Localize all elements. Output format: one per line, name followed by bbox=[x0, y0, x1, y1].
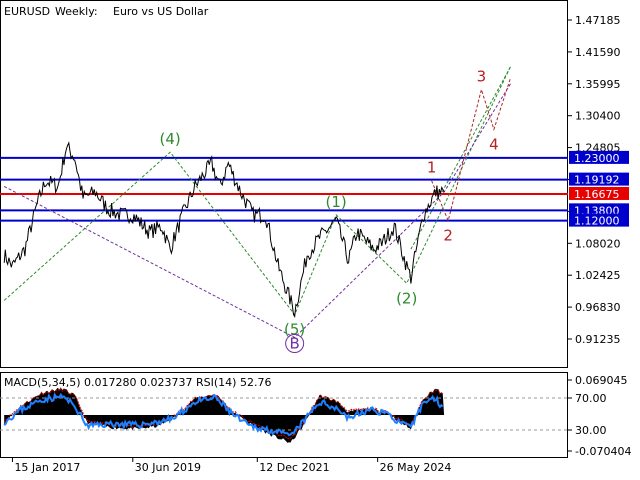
level-tag-label: 1.23000 bbox=[574, 152, 620, 165]
level-tag-box bbox=[569, 172, 629, 186]
y-tick-label: 1.41590 bbox=[575, 46, 621, 59]
purple-wave-line bbox=[3, 83, 511, 339]
level-tag-box bbox=[569, 203, 629, 217]
wave-label: (5) bbox=[284, 321, 305, 339]
x-tick-label: 30 Jun 2019 bbox=[135, 461, 201, 474]
y-tick-label: 1.02425 bbox=[575, 269, 621, 282]
wave-labels: (4) (5) (1) (2) B 1 2 3 4 bbox=[160, 67, 499, 353]
y-tick-label: 1.35995 bbox=[575, 78, 621, 91]
level-tag-box bbox=[569, 213, 629, 227]
main-panel-frame bbox=[0, 0, 568, 368]
x-tick-label: 12 Dec 2021 bbox=[259, 461, 329, 474]
level-tag-label: 1.16675 bbox=[574, 188, 620, 201]
wave-lines bbox=[3, 66, 511, 339]
y-tick-label: 1.47185 bbox=[575, 14, 621, 27]
wave-label-circle bbox=[285, 333, 305, 353]
wave-label: B bbox=[290, 334, 300, 352]
indicator-y-axis: 0.069045 70.00 30.00 -0.070404 bbox=[568, 374, 631, 458]
y-tick-label: 0.96830 bbox=[575, 301, 621, 314]
chart-description: Euro vs US Dollar bbox=[113, 5, 209, 18]
price-series bbox=[3, 141, 445, 318]
indicator-tick-label: -0.070404 bbox=[575, 445, 631, 458]
y-tick-label: 0.91235 bbox=[575, 333, 621, 346]
rsi-line bbox=[3, 392, 444, 437]
indicator-tick-label: 30.00 bbox=[575, 424, 607, 437]
y-tick-label: 1.30400 bbox=[575, 110, 621, 123]
indicator-tick-label: 0.069045 bbox=[575, 374, 628, 387]
level-lines bbox=[0, 156, 568, 222]
y-tick-label: 1.08020 bbox=[575, 237, 621, 250]
level-tag-label: 1.12000 bbox=[574, 215, 620, 228]
level-tag-label: 1.19192 bbox=[574, 174, 620, 187]
level-tag-box bbox=[569, 186, 629, 200]
green-wave-line bbox=[3, 66, 511, 316]
indicator-legend: MACD(5,34,5) 0.017280 0.023737 RSI(14) 5… bbox=[4, 376, 271, 389]
chart-timeframe: Weekly: bbox=[55, 5, 98, 18]
wave-label: 3 bbox=[477, 67, 487, 85]
indicator-tick-label: 70.00 bbox=[575, 392, 607, 405]
wave-label: 2 bbox=[443, 227, 453, 245]
chart-symbol: EURUSD bbox=[4, 5, 50, 18]
x-tick-label: 26 May 2024 bbox=[380, 461, 452, 474]
time-x-axis: 15 Jan 2017 30 Jun 2019 12 Dec 2021 26 May … bbox=[11, 458, 452, 474]
indicator-panel-frame bbox=[0, 372, 568, 458]
wave-label: 1 bbox=[427, 159, 437, 177]
wave-label: 4 bbox=[489, 135, 499, 153]
price-line bbox=[3, 141, 445, 318]
level-tag-box bbox=[569, 150, 629, 164]
x-tick-label: 15 Jan 2017 bbox=[14, 461, 80, 474]
indicator-series bbox=[0, 387, 568, 443]
macd-histogram bbox=[4, 387, 445, 443]
wave-label: (1) bbox=[326, 193, 347, 211]
wave-label: (4) bbox=[160, 130, 181, 148]
macd-signal-line bbox=[3, 387, 443, 440]
wave-label: (2) bbox=[396, 289, 417, 307]
